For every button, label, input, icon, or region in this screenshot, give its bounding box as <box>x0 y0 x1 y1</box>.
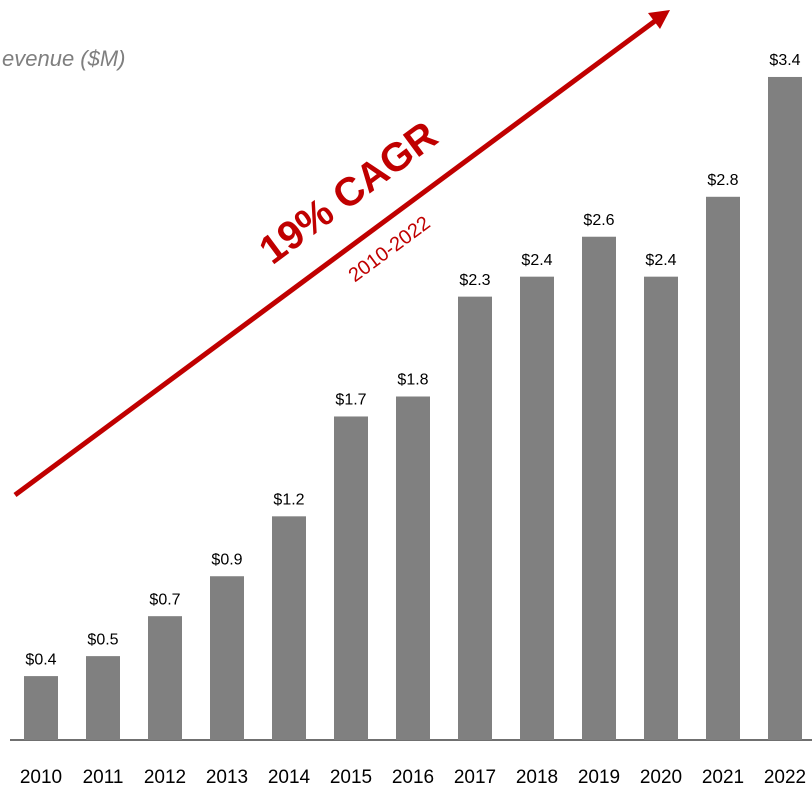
bar <box>24 676 58 740</box>
value-label: $0.7 <box>149 591 180 608</box>
bar <box>582 236 616 740</box>
value-label: $0.4 <box>25 651 56 668</box>
value-label: $3.4 <box>769 52 800 69</box>
value-label: $0.9 <box>211 551 242 568</box>
cagr-arrow <box>13 18 657 498</box>
arrow-head <box>648 10 670 29</box>
x-tick-label: 2011 <box>83 767 124 788</box>
bar <box>458 296 492 740</box>
bar <box>644 276 678 740</box>
value-label: $1.7 <box>335 392 366 409</box>
bar <box>768 76 802 740</box>
x-tick-label: 2019 <box>578 767 620 788</box>
x-tick-label: 2013 <box>206 767 248 788</box>
x-tick-label: 2016 <box>392 767 434 788</box>
bar <box>272 516 306 740</box>
bar <box>520 276 554 740</box>
x-tick-label: 2022 <box>764 767 806 788</box>
x-tick-label: 2015 <box>330 767 372 788</box>
bar <box>86 656 120 740</box>
value-label: $2.4 <box>521 252 552 269</box>
bar <box>148 616 182 740</box>
x-tick-label: 2014 <box>268 767 311 788</box>
x-tick-label: 2021 <box>702 767 744 788</box>
value-label: $2.4 <box>645 252 676 269</box>
bar <box>210 576 244 740</box>
x-tick-label: 2010 <box>20 767 62 788</box>
bar <box>396 396 430 740</box>
bar <box>334 416 368 740</box>
x-tick-label: 2012 <box>144 767 186 788</box>
value-label: $2.8 <box>707 172 738 189</box>
x-tick-label: 2020 <box>640 767 682 788</box>
value-label: $1.2 <box>273 492 304 509</box>
value-label: $0.5 <box>87 631 118 648</box>
cagr-period: 2010-2022 <box>345 212 435 287</box>
x-tick-label: 2018 <box>516 767 558 788</box>
bar <box>706 196 740 740</box>
chart-title: evenue ($M) <box>2 46 126 71</box>
x-tick-label: 2017 <box>454 767 496 788</box>
value-label: $1.8 <box>397 372 428 389</box>
value-label: $2.3 <box>459 272 490 289</box>
value-label: $2.6 <box>583 212 614 229</box>
